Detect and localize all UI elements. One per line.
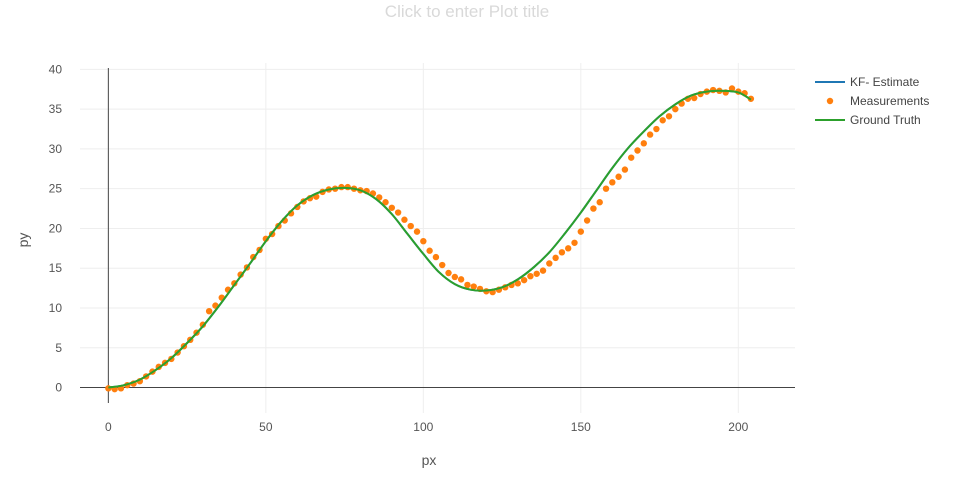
legend: KF- Estimate Measurements Ground Truth	[815, 75, 929, 127]
measurement-point	[294, 203, 301, 211]
legend-item[interactable]: Ground Truth	[815, 113, 921, 127]
measurement-point	[205, 307, 213, 315]
measurement-point	[514, 280, 522, 287]
legend-item[interactable]: KF- Estimate	[815, 75, 920, 89]
x-tick-label: 50	[259, 420, 273, 434]
measurement-point	[659, 117, 666, 124]
measurement-point	[413, 228, 421, 235]
kf-estimate-line	[108, 89, 752, 389]
y-tick-label: 15	[49, 261, 63, 275]
measurement-point	[552, 254, 559, 262]
measurement-point	[451, 273, 459, 281]
measurement-point	[546, 260, 553, 267]
measurement-point	[401, 216, 408, 223]
x-tick-label: 200	[728, 420, 748, 434]
measurement-point	[394, 209, 402, 216]
measurement-point	[596, 199, 603, 206]
y-tick-label: 35	[49, 102, 63, 116]
measurement-point	[464, 281, 471, 289]
measurement-point	[615, 173, 622, 180]
y-tick-label: 5	[55, 341, 62, 355]
measurement-point	[634, 147, 641, 154]
measurement-point	[621, 166, 629, 173]
measurement-point	[583, 217, 591, 224]
measurement-point	[520, 276, 528, 284]
measurement-point	[640, 140, 648, 147]
legend-label: Measurements	[850, 94, 929, 108]
measurement-point	[105, 385, 112, 392]
measurement-point	[628, 154, 635, 161]
measurement-point	[432, 253, 440, 261]
measurement-point	[590, 205, 597, 212]
legend-label: KF- Estimate	[850, 75, 920, 89]
measurement-point	[672, 105, 679, 113]
measurement-point	[646, 131, 654, 138]
measurement-point	[470, 283, 477, 290]
y-tick-label: 40	[49, 62, 63, 76]
y-tick-label: 10	[49, 301, 63, 315]
legend-label: Ground Truth	[850, 113, 921, 127]
chart-title[interactable]: Click to enter Plot title	[385, 2, 549, 21]
measurement-point	[728, 85, 736, 92]
x-tick-label: 150	[571, 420, 591, 434]
measurement-point	[420, 237, 427, 245]
measurement-point	[533, 270, 540, 277]
y-tick-label: 25	[49, 182, 63, 196]
measurement-point	[407, 222, 414, 230]
measurement-point	[527, 272, 534, 280]
x-tick-label: 100	[413, 420, 433, 434]
measurement-point	[382, 199, 389, 206]
y-tick-label: 30	[49, 142, 63, 156]
measurement-point	[558, 249, 566, 256]
axes: 0 5 10 15 20 25 30 35 40 0 50 100 150 200	[49, 62, 795, 434]
measurement-point	[653, 125, 660, 133]
legend-marker-icon	[826, 97, 834, 105]
x-axis-label[interactable]: px	[422, 452, 437, 468]
ground-truth-line	[108, 89, 752, 389]
measurement-point	[388, 204, 396, 211]
measurement-point	[565, 245, 572, 252]
measurement-point	[602, 185, 610, 192]
measurement-point	[426, 247, 433, 254]
measurement-point	[571, 239, 578, 246]
y-tick-label: 0	[55, 381, 62, 395]
measurement-point	[445, 269, 452, 277]
y-axis-label[interactable]: py	[15, 233, 31, 248]
measurement-point	[691, 94, 698, 102]
measurement-point	[439, 261, 446, 269]
measurement-point	[539, 267, 547, 274]
series-layer	[105, 85, 755, 393]
gridlines	[80, 63, 795, 413]
y-tick-label: 20	[49, 221, 63, 235]
measurement-point	[577, 228, 585, 235]
measurement-point	[665, 113, 673, 120]
measurement-point	[457, 276, 465, 283]
measurements-markers	[105, 85, 755, 393]
x-tick-label: 0	[105, 420, 112, 434]
measurement-point	[609, 179, 616, 186]
legend-item[interactable]: Measurements	[826, 94, 930, 108]
